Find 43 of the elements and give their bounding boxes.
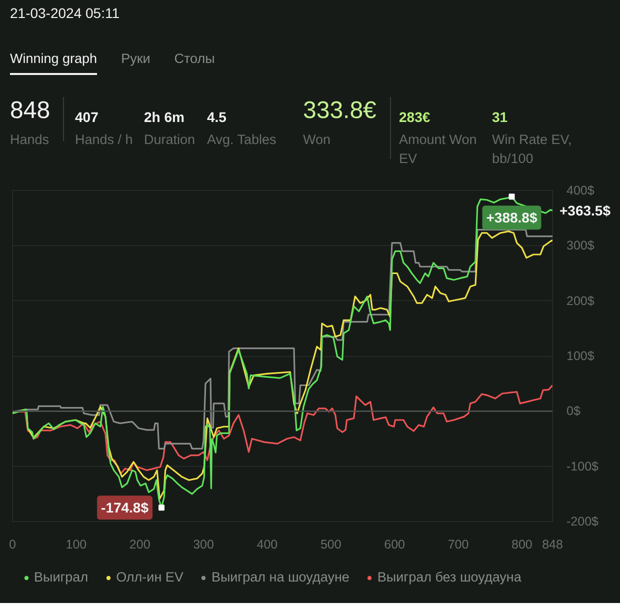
- text: Столы: [174, 50, 215, 68]
- legend-label: Выиграл на шоудауне: [211, 570, 350, 584]
- x-tick-label: 300: [193, 538, 214, 552]
- line-series: [12, 228, 552, 450]
- text: Hands / h: [75, 131, 134, 149]
- y-tick-label: 400$: [566, 184, 594, 198]
- x-tick-label: 600: [384, 538, 406, 552]
- y-tick-label: -100$: [566, 459, 599, 474]
- x-tick-label: 0: [9, 538, 16, 552]
- x-tick-label: 700: [448, 538, 469, 552]
- x-tick-label: 800: [512, 538, 532, 552]
- legend-label: Выиграл без шоудауна: [377, 570, 522, 584]
- annotation: -174.8$: [101, 500, 149, 516]
- text: 2h 6m: [144, 109, 184, 126]
- text: 848: [10, 97, 50, 124]
- text: 333.8€: [303, 97, 376, 124]
- text: Avg. Tables: [207, 131, 278, 149]
- y-tick-label: 300$: [566, 238, 594, 253]
- x-tick-label: 100: [66, 538, 87, 552]
- text: Duration: [144, 131, 196, 149]
- text: Amount Won EV: [399, 131, 478, 168]
- x-tick-label: 200: [129, 538, 150, 552]
- x-tick-label: 500: [320, 538, 342, 552]
- y-tick-label: 0$: [566, 404, 580, 418]
- text: 4.5: [207, 109, 226, 126]
- y-tick-label: 200$: [566, 294, 594, 308]
- x-tick-label: 400: [256, 538, 278, 552]
- legend-label: Олл-ин EV: [116, 570, 184, 584]
- text: 407: [75, 109, 98, 126]
- legend-label: Выиграл: [34, 570, 88, 584]
- text: Win Rate EV, bb/100: [492, 131, 573, 168]
- y-tick-label: 100$: [566, 349, 594, 363]
- annotation: +388.8$: [486, 210, 538, 226]
- text: Руки: [121, 50, 150, 68]
- annotation: +363.5$: [560, 202, 611, 219]
- text: 283€: [399, 109, 430, 126]
- text: Hands: [10, 131, 50, 149]
- text: 31: [492, 109, 508, 126]
- text: Won: [303, 131, 332, 149]
- text: 21-03-2024 05:11: [10, 4, 120, 23]
- y-tick-label: -200$: [566, 514, 599, 528]
- text: Winning graph: [10, 49, 98, 76]
- x-tick-label: 848: [542, 538, 563, 552]
